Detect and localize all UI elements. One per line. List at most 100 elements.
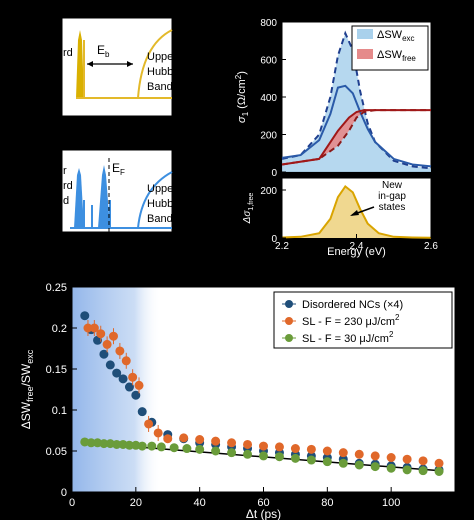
data-point bbox=[105, 360, 115, 370]
data-point bbox=[402, 454, 412, 464]
legend-label: SL - F = 230 μJ/cm2 bbox=[302, 313, 400, 328]
data-point bbox=[306, 455, 316, 465]
data-point bbox=[144, 419, 154, 429]
data-point bbox=[227, 448, 237, 458]
data-point bbox=[134, 380, 144, 390]
upper-band-label-blue-1: Uppe bbox=[147, 183, 173, 195]
gap-label: Eb bbox=[97, 43, 110, 59]
xtick-label: 100 bbox=[382, 497, 400, 509]
xtick-label: 20 bbox=[130, 497, 142, 509]
x-axis-label: Energy (eV) bbox=[327, 246, 386, 258]
data-point bbox=[195, 444, 205, 454]
data-point bbox=[370, 462, 380, 472]
xtick-label: 80 bbox=[321, 497, 333, 509]
annotation-text: in-gap bbox=[378, 191, 406, 202]
ytick-label: 200 bbox=[260, 131, 277, 142]
data-point bbox=[153, 428, 163, 438]
series-1 bbox=[83, 320, 444, 468]
in-gap-peak-blue bbox=[98, 165, 110, 228]
xtick-label: 2.4 bbox=[350, 241, 364, 252]
legend: ΔSWexc ΔSWfree bbox=[351, 25, 429, 71]
data-point bbox=[259, 441, 268, 451]
ytick-label: 0 bbox=[271, 234, 277, 245]
data-point bbox=[338, 448, 348, 458]
xtick-label: 60 bbox=[257, 497, 269, 509]
chart-delta-sw-ratio: 0 0.05 0.1 0.15 0.2 0.25 0 20 40 60 80 100 Δt (ps) ΔS… bbox=[19, 282, 456, 520]
data-point bbox=[131, 390, 141, 400]
exc-dashed-line bbox=[281, 30, 432, 170]
y-axis-label: ΔSWfree/SWexc bbox=[19, 349, 35, 429]
series-2 bbox=[80, 437, 444, 476]
y-axis-label: σ1 (Ω/cm2) bbox=[234, 71, 250, 123]
data-point bbox=[137, 407, 147, 417]
data-point bbox=[274, 452, 284, 462]
data-point bbox=[182, 444, 192, 454]
data-point bbox=[274, 442, 284, 452]
ytick-label: 400 bbox=[260, 93, 277, 104]
legend-swatch bbox=[357, 49, 373, 59]
free-solid-line bbox=[281, 109, 431, 166]
ytick-label: 0 bbox=[271, 168, 277, 179]
upper-band-label-1: Uppe bbox=[147, 51, 173, 63]
data-point bbox=[243, 449, 253, 459]
upper-band-curve bbox=[137, 29, 173, 99]
data-point bbox=[418, 456, 428, 466]
x-axis-label: Δt (ps) bbox=[246, 507, 281, 520]
data-point bbox=[89, 323, 99, 333]
data-point bbox=[115, 346, 125, 356]
ytick-label: 0.05 bbox=[46, 446, 67, 458]
xtick-label: 0 bbox=[69, 497, 75, 509]
xtick-label: 2.2 bbox=[275, 241, 289, 252]
ytick-label: 800 bbox=[260, 18, 277, 29]
data-point bbox=[418, 466, 428, 476]
data-point bbox=[179, 433, 189, 443]
annotation-text: states bbox=[379, 202, 406, 213]
upper-band-curve-blue bbox=[137, 171, 173, 229]
data-point bbox=[156, 442, 166, 452]
legend-label: ΔSWexc bbox=[377, 29, 415, 43]
legend-label: SL - F = 30 μJ/cm2 bbox=[302, 330, 394, 345]
data-point bbox=[306, 444, 316, 454]
legend: Disordered NCs (×4) SL - F = 230 μJ/cm2 SL… bbox=[273, 291, 453, 349]
data-point bbox=[195, 435, 205, 445]
legend-marker bbox=[285, 300, 293, 308]
legend-marker bbox=[285, 334, 293, 342]
data-point bbox=[102, 339, 112, 349]
data-point bbox=[402, 465, 412, 475]
legend-label: Disordered NCs (×4) bbox=[302, 299, 403, 311]
legend-box bbox=[273, 291, 453, 349]
data-point bbox=[163, 434, 173, 444]
data-point bbox=[227, 438, 237, 448]
data-point bbox=[386, 453, 396, 463]
fermi-label: EF bbox=[112, 161, 125, 177]
schematic-panel-top: rd Eb Uppe Hubb Band bbox=[61, 17, 173, 117]
data-point bbox=[354, 460, 364, 470]
lower-band-peak-blue bbox=[74, 168, 84, 228]
data-point bbox=[112, 368, 122, 378]
chart-delta-sigma: 0 200 2.2 2.4 2.6 Energy (eV) Δσ1,free Newin-ga… bbox=[242, 177, 438, 258]
data-point bbox=[121, 356, 131, 366]
data-point bbox=[124, 382, 134, 392]
xtick-label: 2.6 bbox=[424, 241, 438, 252]
data-point bbox=[147, 441, 157, 451]
data-point bbox=[338, 458, 348, 468]
data-point bbox=[80, 311, 90, 321]
data-point bbox=[290, 453, 300, 463]
data-point bbox=[434, 458, 444, 468]
ytick-label: 0 bbox=[61, 487, 67, 499]
ytick-label: 600 bbox=[260, 56, 277, 67]
annotation-text: New bbox=[382, 180, 403, 191]
data-point bbox=[211, 446, 221, 456]
upper-band-label-blue-2: Hubb bbox=[147, 198, 173, 210]
data-point bbox=[169, 443, 179, 453]
left-band-label: rd bbox=[63, 47, 73, 59]
upper-band-label-blue-3: Band bbox=[147, 213, 173, 225]
ytick-label: 200 bbox=[260, 186, 277, 197]
data-point bbox=[386, 463, 396, 473]
lower-band-peak bbox=[76, 30, 84, 98]
left-band-label-1: r bbox=[63, 165, 67, 177]
data-point bbox=[118, 374, 128, 384]
data-point bbox=[108, 331, 118, 341]
legend-swatch bbox=[357, 29, 373, 39]
ytick-label: 0.2 bbox=[52, 323, 67, 335]
